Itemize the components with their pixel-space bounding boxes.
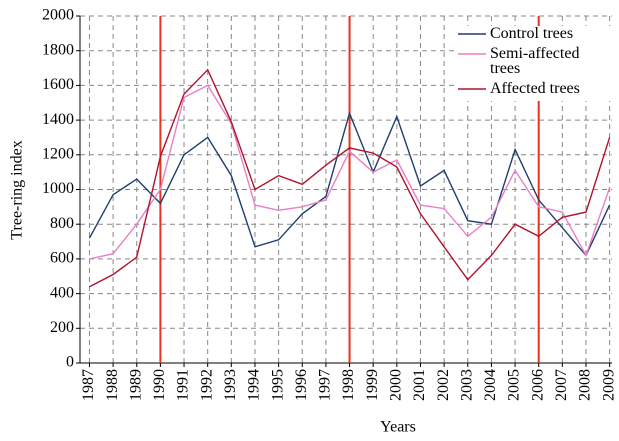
y-tick-label: 200 <box>50 319 74 336</box>
x-tick-label: 1987 <box>80 369 97 401</box>
x-tick-label: 2008 <box>577 369 594 401</box>
series-line <box>89 84 611 260</box>
series-line <box>89 68 611 288</box>
x-tick-label: 1999 <box>364 369 381 401</box>
x-tick-label: 2006 <box>529 369 546 401</box>
x-tick-label: 1993 <box>222 369 239 401</box>
y-tick-label: 400 <box>50 284 74 301</box>
legend: Control trees Semi-affected trees Affected… <box>458 26 616 101</box>
x-tick-label: 2009 <box>600 369 617 401</box>
x-tick-label: 1989 <box>127 369 144 401</box>
y-tick-label: 1200 <box>42 145 74 162</box>
y-tick-label: 1000 <box>42 180 74 197</box>
x-tick-label: 2000 <box>388 369 405 401</box>
x-tick-label: 1996 <box>293 369 310 401</box>
legend-item: Control trees <box>458 25 616 42</box>
legend-item: Semi-affected trees <box>458 45 616 77</box>
legend-swatch <box>458 53 486 55</box>
y-axis-label: Tree-ring index <box>9 140 26 239</box>
y-tick-label: 2000 <box>42 7 74 24</box>
y-tick-label: 0 <box>66 354 74 371</box>
y-tick-label: 800 <box>50 215 74 232</box>
x-tick-label: 1995 <box>269 369 286 401</box>
y-tick-label: 1400 <box>42 111 74 128</box>
x-tick-label: 1991 <box>175 369 192 401</box>
x-tick-label: 1988 <box>104 369 121 401</box>
x-tick-label: 1990 <box>151 369 168 401</box>
x-axis-label: Years <box>380 419 416 436</box>
x-tick-label: 1998 <box>340 369 357 401</box>
x-tick-label: 2007 <box>553 369 570 401</box>
x-tick-label: 1997 <box>317 369 334 401</box>
x-tick-label: 2004 <box>482 369 499 401</box>
x-tick-label: 2003 <box>458 369 475 401</box>
x-tick-label: 2001 <box>411 369 428 401</box>
legend-item: Affected trees <box>458 80 616 97</box>
legend-label: Control trees <box>490 25 574 42</box>
x-tick-label: 1992 <box>198 369 215 401</box>
y-tick-label: 600 <box>50 250 74 267</box>
y-tick-label: 1600 <box>42 76 74 93</box>
x-tick-label: 1994 <box>246 369 263 401</box>
series-line <box>88 111 611 257</box>
x-tick-label: 2002 <box>435 369 452 401</box>
legend-label: Affected trees <box>490 80 580 97</box>
legend-swatch <box>458 88 486 90</box>
legend-swatch <box>458 33 486 35</box>
x-tick-label: 2005 <box>506 369 523 401</box>
legend-label: Semi-affected trees <box>490 45 580 77</box>
y-tick-label: 1800 <box>42 41 74 58</box>
